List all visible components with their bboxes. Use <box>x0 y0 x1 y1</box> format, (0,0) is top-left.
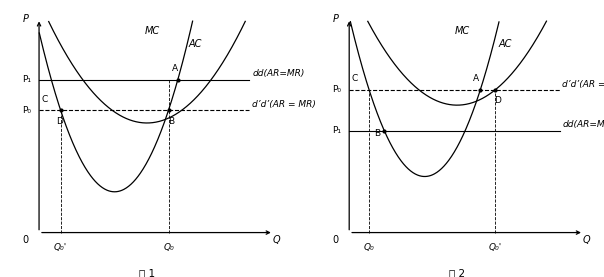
Text: D: D <box>495 96 501 105</box>
Text: P₀: P₀ <box>22 106 31 115</box>
Text: d’d’(AR = MR): d’d’(AR = MR) <box>562 79 604 89</box>
Text: AC: AC <box>189 39 202 48</box>
Text: D: D <box>56 117 63 125</box>
Text: 0: 0 <box>333 235 339 245</box>
Text: d’d’(AR = MR): d’d’(AR = MR) <box>252 100 316 109</box>
Text: B: B <box>168 117 175 125</box>
Text: A: A <box>473 75 480 83</box>
Text: Q₀: Q₀ <box>163 243 174 252</box>
Text: MC: MC <box>145 26 160 36</box>
Text: P₁: P₁ <box>332 126 341 135</box>
Text: P₀: P₀ <box>332 85 341 94</box>
Text: C: C <box>352 75 358 83</box>
Text: P: P <box>22 14 28 24</box>
Text: C: C <box>42 95 48 104</box>
Text: MC: MC <box>455 26 470 36</box>
Text: B: B <box>374 129 380 138</box>
Text: Q₀': Q₀' <box>489 243 502 252</box>
Text: dd(AR=MR): dd(AR=MR) <box>252 70 304 78</box>
Text: P₁: P₁ <box>22 75 31 84</box>
Text: Q: Q <box>272 235 280 245</box>
Text: dd(AR=MR): dd(AR=MR) <box>562 120 604 129</box>
Text: P: P <box>333 14 339 24</box>
Text: AC: AC <box>499 39 512 48</box>
Text: 0: 0 <box>22 235 28 245</box>
Text: Q₀: Q₀ <box>364 243 374 252</box>
Text: A: A <box>172 64 178 73</box>
Text: 图 1: 图 1 <box>139 268 155 277</box>
Text: 图 2: 图 2 <box>449 268 465 277</box>
Text: Q: Q <box>583 235 590 245</box>
Text: Q₀': Q₀' <box>54 243 67 252</box>
